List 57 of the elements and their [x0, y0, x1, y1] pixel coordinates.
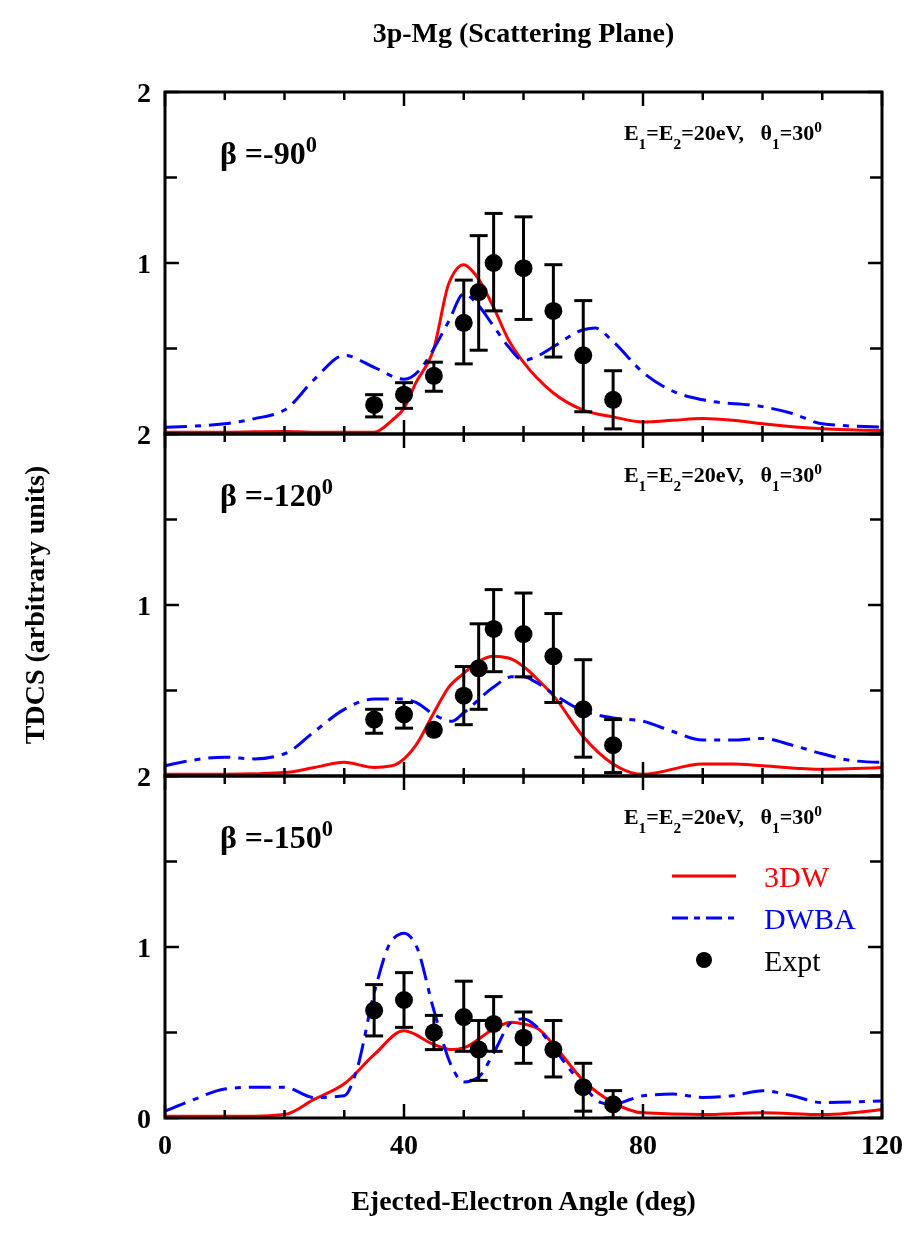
point [365, 1001, 384, 1020]
point [365, 395, 384, 414]
annotation: E$_{1}$=E$_{2}$=20eV, θ$_{1}$=30$^{0}$ [623, 801, 823, 836]
chart-title: 3p-Mg (Scattering Plane) [372, 17, 675, 48]
point [484, 254, 503, 272]
y-tick-label: 1 [137, 248, 151, 279]
point [544, 301, 563, 320]
point [395, 385, 413, 404]
y-tick-label: 0 [137, 1103, 151, 1134]
line-series [165, 263, 882, 434]
annotation: E$_{1}$=E$_{2}$=20eV, θ$_{1}$=30$^{0}$ [623, 459, 823, 494]
legend-label: Expt [764, 944, 822, 977]
y-tick-label: 2 [137, 761, 151, 792]
annotation: β =-90$^{0}$ [220, 131, 317, 171]
point [469, 1040, 488, 1059]
point [574, 700, 593, 719]
y-axis-title: TDCS (arbitrary units) [19, 465, 50, 745]
y-tick-label: 1 [137, 590, 151, 621]
point [424, 1023, 443, 1042]
point [514, 1028, 533, 1047]
x-tick-label: 40 [390, 1129, 418, 1160]
point [514, 259, 533, 278]
point [544, 647, 563, 666]
line-series [165, 654, 882, 776]
point [484, 619, 503, 638]
point [604, 1095, 623, 1114]
point [454, 686, 473, 705]
line-series [165, 675, 882, 768]
point [604, 736, 623, 755]
point [469, 283, 488, 302]
y-tick-label: 2 [137, 419, 151, 450]
legend-label: 3DW [764, 860, 830, 893]
legend-label: DWBA [764, 902, 856, 935]
annotation: β =-150$^{0}$ [220, 815, 333, 855]
point [365, 710, 384, 729]
point [395, 991, 413, 1010]
point [604, 390, 623, 409]
point [544, 1040, 563, 1059]
x-tick-label: 0 [158, 1129, 172, 1160]
point [484, 1014, 503, 1033]
point [574, 1078, 593, 1097]
point [454, 313, 473, 332]
point [514, 625, 533, 644]
point [469, 659, 488, 678]
point [395, 705, 413, 724]
x-tick-label: 120 [861, 1129, 903, 1160]
y-tick-label: 1 [137, 932, 151, 963]
point [454, 1008, 473, 1027]
point [574, 346, 593, 365]
point [424, 720, 443, 739]
x-axis-title: Ejected-Electron Angle (deg) [351, 1185, 696, 1216]
y-tick-label: 2 [137, 77, 151, 108]
line-series [165, 931, 882, 1113]
point [424, 366, 443, 385]
annotation: E$_{1}$=E$_{2}$=20eV, θ$_{1}$=30$^{0}$ [623, 117, 823, 152]
annotation: β =-120$^{0}$ [220, 473, 333, 513]
x-tick-label: 80 [629, 1129, 657, 1160]
